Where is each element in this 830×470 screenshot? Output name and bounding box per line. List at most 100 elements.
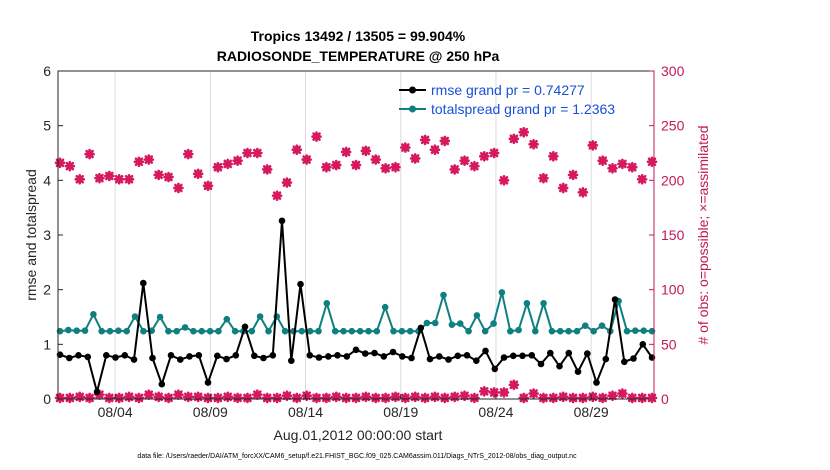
- rmse-point: [297, 280, 304, 288]
- obs-assimilated-marker: [212, 392, 224, 404]
- totalspread-point: [356, 327, 364, 335]
- obs-assimilated-marker: [202, 392, 214, 404]
- totalspread-point: [456, 320, 464, 327]
- obs-assimilated-marker: [84, 392, 95, 404]
- obs-possible-marker: [626, 161, 638, 173]
- obs-possible-marker: [360, 145, 372, 157]
- totalspread-point: [298, 327, 306, 335]
- rmse-point: [621, 358, 628, 366]
- x-gridlines: [114, 71, 592, 399]
- totalspread-point: [373, 327, 381, 335]
- totalspread-point: [115, 327, 122, 335]
- obs-assimilated-marker: [301, 390, 312, 402]
- x-tick-label: 08/04: [98, 404, 133, 420]
- totalspread-point: [223, 315, 231, 323]
- rmse-point: [389, 348, 397, 356]
- x-axis-label: Aug.01,2012 00:00:00 start: [274, 427, 443, 443]
- obs-possible-marker: [94, 172, 105, 184]
- obs-assimilated-markers: [54, 379, 658, 404]
- obs-assimilated-marker: [64, 392, 76, 404]
- obs-possible-marker: [390, 161, 401, 173]
- obs-possible-marker: [350, 159, 362, 171]
- obs-assimilated-marker: [419, 392, 431, 404]
- obs-possible-marker: [261, 164, 273, 175]
- left-tick-label: 6: [43, 63, 51, 79]
- rmse-point: [177, 356, 184, 363]
- totalspread-point: [406, 327, 414, 335]
- totalspread-point: [98, 327, 105, 335]
- rmse-point: [528, 352, 536, 359]
- totalspread-point: [440, 291, 447, 299]
- totalspread-point: [256, 313, 264, 320]
- obs-assimilated-marker: [163, 392, 174, 404]
- obs-assimilated-marker: [123, 391, 135, 403]
- obs-possible-marker: [232, 155, 243, 166]
- obs-assimilated-marker: [330, 391, 342, 403]
- rmse-point: [343, 353, 351, 360]
- rmse-point: [519, 352, 526, 360]
- totalspread-point: [156, 313, 164, 321]
- totalspread-point: [498, 289, 506, 296]
- rmse-point: [463, 352, 471, 359]
- obs-assimilated-marker: [469, 392, 480, 404]
- totalspread-point: [81, 327, 89, 335]
- rmse-point: [482, 347, 489, 355]
- obs-assimilated-marker: [252, 389, 263, 400]
- obs-assimilated-marker: [321, 392, 332, 404]
- obs-possible-marker: [340, 146, 352, 158]
- obs-possible-marker: [242, 147, 253, 159]
- totalspread-point: [398, 327, 406, 335]
- obs-assimilated-marker: [567, 392, 579, 404]
- obs-assimilated-marker: [528, 388, 539, 399]
- obs-possible-marker: [400, 142, 411, 153]
- obs-possible-marker: [301, 154, 312, 165]
- totalspread-point: [306, 327, 314, 335]
- obs-assimilated-marker: [173, 389, 184, 400]
- obs-possible-marker: [222, 158, 234, 170]
- rmse-point: [260, 354, 267, 362]
- obs-possible-marker: [143, 154, 155, 165]
- totalspread-point: [248, 327, 256, 335]
- rmse-point: [315, 354, 323, 361]
- obs-possible-marker: [153, 169, 164, 181]
- obs-assimilated-marker: [538, 392, 549, 404]
- obs-assimilated-marker: [350, 392, 362, 404]
- obs-assimilated-marker: [261, 392, 273, 404]
- totalspread-point: [590, 327, 597, 335]
- obs-possible-marker: [449, 164, 460, 175]
- obs-possible-marker: [370, 154, 382, 165]
- obs-possible-marker: [478, 150, 490, 162]
- rmse-point: [149, 354, 156, 362]
- rmse-point: [500, 354, 508, 361]
- obs-possible-marker: [488, 147, 500, 159]
- totalspread-point: [90, 311, 97, 318]
- obs-assimilated-marker: [370, 392, 382, 404]
- totalspread-point: [181, 324, 189, 331]
- obs-assimilated-marker: [488, 387, 500, 398]
- rmse-point: [473, 357, 480, 365]
- obs-assimilated-marker: [646, 392, 658, 404]
- rmse-point: [223, 355, 230, 363]
- legend-rmse-marker: [409, 86, 416, 94]
- totalspread-point: [473, 312, 481, 319]
- obs-possible-marker: [104, 170, 115, 182]
- obs-possible-markers: [54, 126, 658, 201]
- totalspread-point: [523, 300, 531, 307]
- left-tick-label: 0: [43, 391, 51, 407]
- totalspread-point: [106, 327, 114, 335]
- rmse-point: [565, 349, 573, 357]
- obs-assimilated-marker: [498, 387, 510, 398]
- totalspread-point: [340, 327, 347, 335]
- totalspread-point: [265, 327, 272, 335]
- right-tick-label: 200: [661, 172, 685, 188]
- left-axis-label: rmse and totalspread: [23, 169, 39, 301]
- totalspread-point: [515, 326, 522, 334]
- rmse-point: [66, 354, 73, 362]
- rmse-point: [334, 352, 341, 359]
- rmse-point: [547, 349, 554, 357]
- obs-assimilated-marker: [74, 391, 86, 403]
- totalspread-point: [431, 319, 439, 327]
- totalspread-point: [423, 319, 431, 327]
- obs-assimilated-marker: [54, 392, 66, 404]
